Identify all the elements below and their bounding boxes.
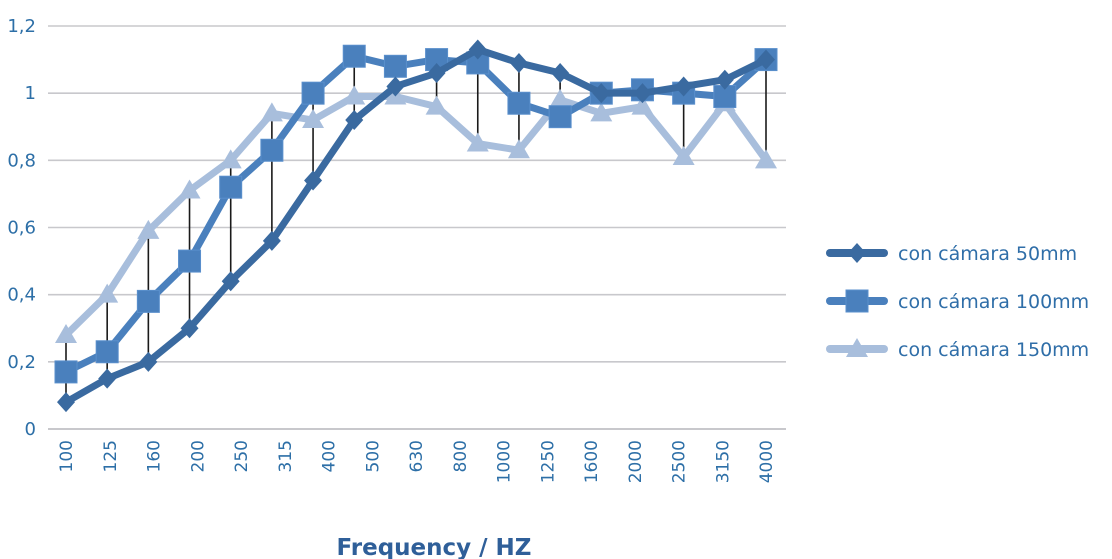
data-point-diamond [180, 318, 199, 339]
x-tick-label: 1600 [582, 440, 602, 483]
x-tick-label: 1000 [495, 440, 515, 483]
data-point-triangle [590, 102, 613, 122]
legend-label: con cámara 100mm [898, 291, 1089, 313]
y-tick-label: 0 [25, 419, 36, 440]
data-point-diamond [386, 76, 405, 97]
data-point-diamond [345, 110, 364, 131]
data-point-diamond [57, 392, 75, 413]
data-point-square [136, 289, 160, 313]
y-tick-label: 1,2 [7, 16, 36, 37]
x-tick-label: 1250 [538, 440, 558, 483]
data-point-triangle [466, 132, 489, 152]
grid [48, 25, 786, 430]
x-tick-label: 2500 [670, 440, 690, 483]
data-point-square [342, 44, 366, 68]
x-tick-label: 2000 [626, 440, 646, 483]
data-point-diamond [262, 230, 281, 251]
x-tick-label: 160 [145, 440, 165, 472]
x-tick-label: 125 [101, 440, 121, 472]
data-point-square [95, 340, 119, 364]
legend-label: con cámara 50mm [898, 243, 1077, 265]
data-point-triangle [219, 149, 242, 169]
legend-label: con cámara 150mm [898, 339, 1089, 361]
data-point-square [383, 54, 407, 78]
data-point-diamond [221, 271, 240, 292]
data-point-triangle [178, 179, 201, 199]
data-point-triangle [260, 102, 283, 122]
x-tick-label: 100 [57, 440, 77, 472]
x-tick-label: 3150 [713, 440, 733, 483]
x-tick-label: 315 [276, 440, 296, 472]
data-point-triangle [425, 95, 448, 115]
series-line [62, 93, 770, 339]
data-point-triangle [137, 219, 160, 239]
data-point-diamond [427, 63, 446, 84]
data-point-triangle [507, 139, 530, 159]
data-point-diamond [674, 76, 693, 97]
data-point-triangle [549, 88, 572, 108]
x-axis-title: Frequency / HZ [337, 535, 532, 559]
series-group [54, 39, 778, 413]
data-point-square [548, 105, 572, 129]
data-point-diamond [757, 49, 775, 70]
data-point-triangle [846, 338, 868, 357]
data-point-triangle [755, 149, 777, 169]
data-point-triangle [672, 145, 695, 165]
x-tick-label: 200 [188, 440, 208, 472]
data-point-diamond [551, 63, 570, 84]
data-point-diamond [468, 39, 487, 60]
x-tick-label: 500 [363, 440, 383, 472]
data-point-triangle [631, 95, 654, 115]
y-tick-label: 0,2 [7, 352, 36, 373]
data-point-triangle [343, 85, 366, 105]
data-point-diamond [98, 368, 117, 389]
data-point-square [507, 91, 531, 115]
data-point-triangle [55, 323, 77, 343]
x-tick-label: 800 [451, 440, 471, 472]
x-axis-ticks: 100 125 160 200 250 315 400 500 630 800 1000 1250 16… [57, 440, 777, 483]
y-tick-label: 1 [25, 83, 36, 104]
data-point-triangle [302, 109, 325, 129]
x-tick-label: 630 [407, 440, 427, 472]
legend: con cámara 50mm con cámara 100mm con cámar… [826, 243, 1089, 361]
y-tick-label: 0,4 [7, 285, 36, 306]
data-point-square [301, 81, 325, 105]
y-tick-label: 0,6 [7, 218, 36, 239]
x-tick-label: 400 [320, 440, 340, 472]
data-point-diamond [633, 83, 652, 104]
data-point-square [178, 249, 202, 273]
y-axis-ticks: 0 0,2 0,4 0,6 0,8 1 1,2 [7, 16, 36, 440]
data-point-square [845, 289, 869, 313]
data-point-diamond [139, 351, 158, 372]
data-point-square [260, 138, 284, 162]
data-point-diamond [848, 243, 866, 263]
data-point-square [54, 360, 78, 384]
data-point-diamond [715, 69, 734, 90]
data-point-diamond [304, 170, 323, 191]
data-point-diamond [592, 83, 611, 104]
x-tick-label: 250 [232, 440, 252, 472]
data-point-square [219, 175, 243, 199]
x-tick-label: 4000 [757, 440, 777, 483]
data-point-diamond [509, 52, 528, 73]
data-point-triangle [96, 283, 119, 303]
y-tick-label: 0,8 [7, 150, 36, 171]
